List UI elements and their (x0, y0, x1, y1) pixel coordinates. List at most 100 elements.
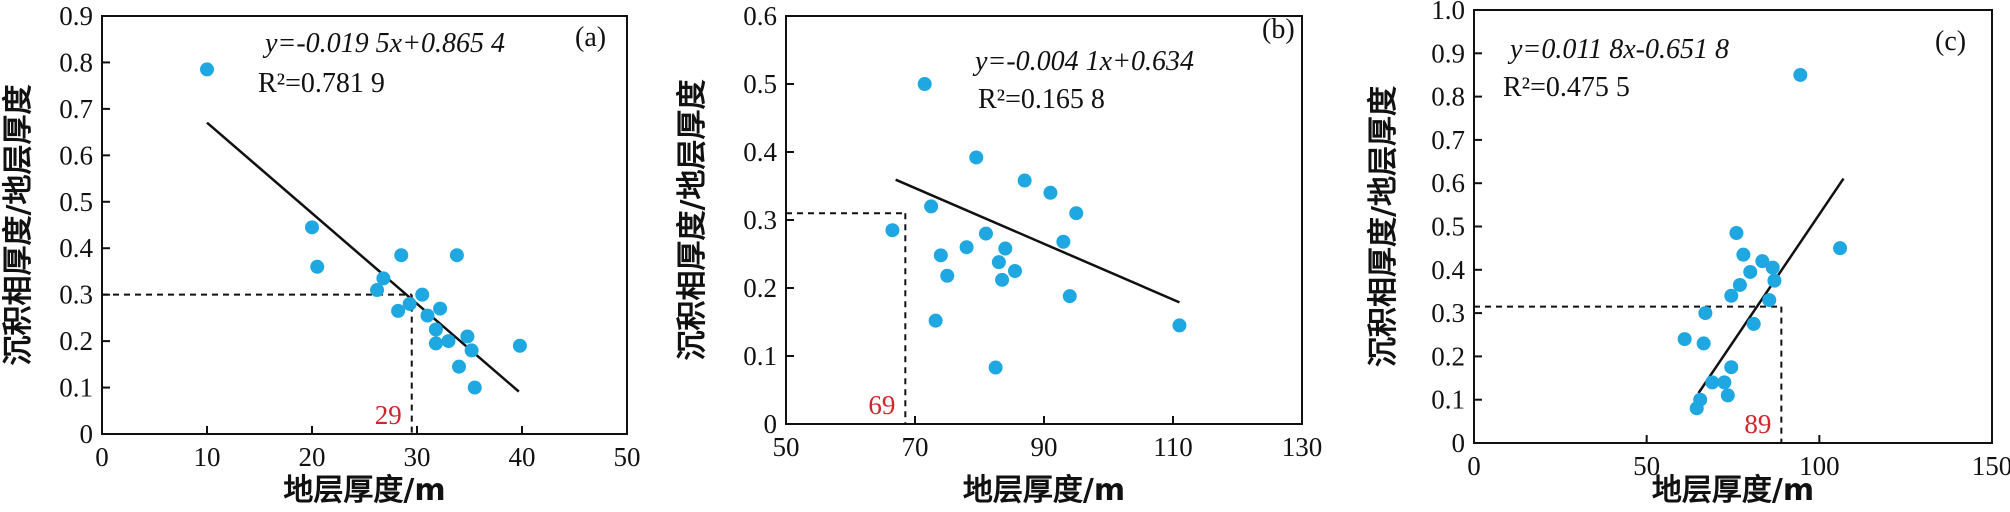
chart-2-y-tick-label: 0.3 (743, 205, 777, 235)
chart-1-data-point (433, 301, 448, 316)
chart-1-equation: y=-0.019 5x+0.865 4 (262, 28, 505, 59)
chart-3-data-point (1743, 264, 1758, 279)
chart-1-data-point (460, 329, 475, 344)
chart-3-y-tick-label: 1.0 (1431, 0, 1465, 25)
chart-2-data-point (1069, 206, 1084, 221)
chart-1-data-point (310, 259, 325, 274)
chart-3-data-point (1720, 388, 1735, 403)
chart-1-y-tick-label: 0.7 (59, 94, 93, 124)
chart-3-data-point (1736, 247, 1751, 262)
chart-3-x-tick-label: 0 (1467, 451, 1481, 481)
chart-1-y-tick-label: 0.9 (59, 1, 93, 31)
chart-3-data-point (1696, 336, 1711, 351)
chart-2-data-point (1043, 185, 1058, 200)
chart-2-data-point (917, 77, 932, 91)
chart-3-x-tick-label: 50 (1633, 451, 1660, 481)
chart-3-data-point (1729, 225, 1744, 240)
chart-3-data-point (1705, 375, 1720, 390)
chart-2-data-point (928, 313, 943, 328)
chart-1-data-point (428, 322, 443, 337)
chart-1-data-point (415, 287, 430, 302)
chart-1-y-tick-label: 0.3 (59, 280, 93, 310)
chart-1-data-point (305, 220, 319, 235)
chart-1-y-tick-label: 0 (80, 419, 94, 449)
chart-3-data-point (1724, 288, 1739, 303)
chart-1-data-point (464, 343, 479, 358)
chart-2-data-point (1172, 318, 1187, 333)
chart-3-panel-label: (c) (1935, 26, 1966, 57)
chart-3-r-squared: R²=0.475 5 (1503, 72, 1630, 103)
chart-1-y-tick-label: 0.2 (59, 326, 93, 356)
chart-3-y-tick-label: 0.2 (1431, 341, 1465, 371)
chart-1-r-squared: R²=0.781 9 (258, 68, 385, 99)
chart-panel-c: 0 50 100 150 0 0.1 0.2 0.3 0.4 0.5 0.6 0.7 0.8 0.9 1.0… (1366, 0, 2010, 508)
chart-1-data-point (391, 303, 406, 318)
chart-3-y-tick-label: 0 (1452, 428, 1466, 458)
chart-2-x-tick-label: 130 (1282, 432, 1323, 462)
chart-1-panel-label: (a) (575, 22, 606, 53)
chart-2-data-point (991, 255, 1006, 270)
chart-2-x-tick-label: 110 (1153, 432, 1193, 462)
chart-1-data-point (394, 248, 409, 263)
chart-3-x-tick-label: 100 (1799, 451, 1840, 481)
chart-1-data-point (420, 308, 435, 323)
chart-3-data-point (1724, 360, 1739, 375)
chart-3-data-point (1746, 316, 1761, 331)
chart-3-equation: y=0.011 8x-0.651 8 (1507, 34, 1729, 65)
chart-2-y-tick-label: 0 (764, 409, 778, 439)
chart-2-data-point (1017, 173, 1032, 188)
chart-2-y-tick-label: 0.1 (743, 341, 777, 371)
chart-1-x-axis-title: 地层厚度/m (283, 473, 445, 508)
chart-1-x-tick-label: 50 (614, 442, 641, 472)
chart-3-y-tick-label: 0.8 (1431, 82, 1465, 112)
chart-2-data-point (1007, 264, 1022, 278)
chart-1-y-tick-label: 0.1 (59, 373, 93, 403)
chart-2-data-point (959, 240, 974, 255)
chart-3-reference-label: 89 (1744, 409, 1771, 439)
chart-2-y-tick-label: 0.4 (743, 137, 777, 167)
chart-3-data-point (1732, 277, 1747, 292)
chart-3-y-tick-label: 0.9 (1431, 38, 1465, 68)
chart-panel-b: 50 70 90 110 130 0 0.1 0.2 0.3 0.4 0.5 0.6 地层厚度/m 沉积相… (675, 1, 1322, 508)
chart-3-y-tick-label: 0.1 (1431, 385, 1465, 415)
chart-2-equation: y=-0.004 1x+0.634 (972, 46, 1194, 77)
chart-1-x-tick-label: 0 (95, 442, 109, 472)
chart-2-panel-label: (b) (1262, 14, 1295, 45)
chart-1-x-tick-label: 30 (404, 442, 431, 472)
chart-1-data-point (428, 336, 443, 351)
chart-1-x-tick-label: 40 (509, 442, 536, 472)
chart-1-data-point (402, 296, 417, 311)
chart-3-y-axis-title: 沉积相厚度/地层厚度 (1366, 86, 1401, 367)
chart-3-data-point (1677, 332, 1692, 347)
chart-2-data-point (995, 272, 1010, 287)
chart-3-data-point (1833, 241, 1848, 256)
chart-2-y-tick-label: 0.6 (743, 1, 777, 31)
chart-2-data-point (924, 199, 939, 214)
chart-2-data-point (988, 360, 1003, 375)
chart-2-data-point (1056, 234, 1071, 249)
chart-2-data-point (940, 268, 955, 283)
chart-3-data-point (1762, 293, 1777, 308)
chart-2-data-point (885, 223, 900, 238)
chart-1-data-point (467, 380, 482, 395)
chart-2-fit-line (895, 178, 1180, 304)
chart-3-y-tick-label: 0.5 (1431, 212, 1465, 242)
chart-3-data-point (1767, 273, 1782, 288)
chart-2-x-tick-label: 70 (902, 432, 929, 462)
chart-2-data-point (1062, 289, 1077, 304)
chart-2-reference-label: 69 (868, 390, 895, 420)
chart-1-data-point (449, 248, 464, 263)
chart-1-y-tick-label: 0.8 (59, 47, 93, 77)
chart-2-x-tick-label: 50 (773, 432, 800, 462)
chart-1-plot-frame (101, 15, 628, 435)
chart-1-y-tick-label: 0.4 (59, 233, 93, 263)
chart-1-x-tick-label: 10 (194, 442, 221, 472)
chart-1-data-point (441, 334, 456, 349)
chart-3-y-tick-label: 0.6 (1431, 168, 1465, 198)
chart-3-y-tick-label: 0.7 (1431, 125, 1465, 155)
chart-2-y-axis-title: 沉积相厚度/地层厚度 (675, 80, 710, 361)
chart-2-x-axis-title: 地层厚度/m (963, 473, 1125, 508)
chart-2-r-squared: R²=0.165 8 (978, 84, 1105, 115)
chart-3-data-point (1717, 375, 1732, 390)
